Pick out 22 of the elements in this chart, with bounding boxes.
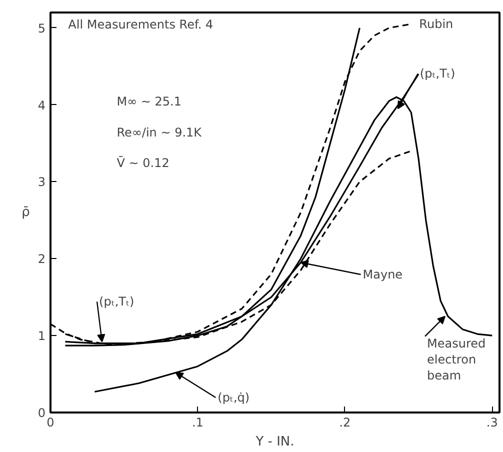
- annotation: (pₜ,Tₜ): [99, 294, 134, 309]
- y-tick-label: 0: [38, 406, 46, 420]
- annotation: (pₜ,q̇): [218, 390, 250, 404]
- y-tick-label: 3: [38, 175, 46, 190]
- annotation: (pₜ,Tₜ): [420, 66, 456, 81]
- annotation: M∞ ~ 25.1: [116, 94, 182, 109]
- x-tick-label: .3: [486, 416, 498, 430]
- y-tick-label: 1: [38, 329, 46, 344]
- y-tick-label: 5: [38, 21, 46, 36]
- y-tick-label: 4: [38, 98, 46, 112]
- x-tick-label: .1: [192, 416, 204, 430]
- annotation: Mayne: [362, 268, 403, 282]
- y-axis-title: ρ̄: [22, 205, 30, 220]
- x-tick-label: 0: [46, 416, 54, 430]
- x-axis-title: Y - IN.: [254, 434, 294, 450]
- y-tick-label: 2: [38, 252, 46, 266]
- annotation: Re∞/in ~ 9.1K: [116, 125, 203, 140]
- annotation: V̄ ~ 0.12: [116, 156, 170, 170]
- annotation: All Measurements Ref. 4: [68, 18, 214, 32]
- annotation: Measured electron beam: [427, 336, 486, 383]
- annotation: Rubin: [419, 17, 454, 32]
- x-tick-label: .2: [339, 416, 351, 430]
